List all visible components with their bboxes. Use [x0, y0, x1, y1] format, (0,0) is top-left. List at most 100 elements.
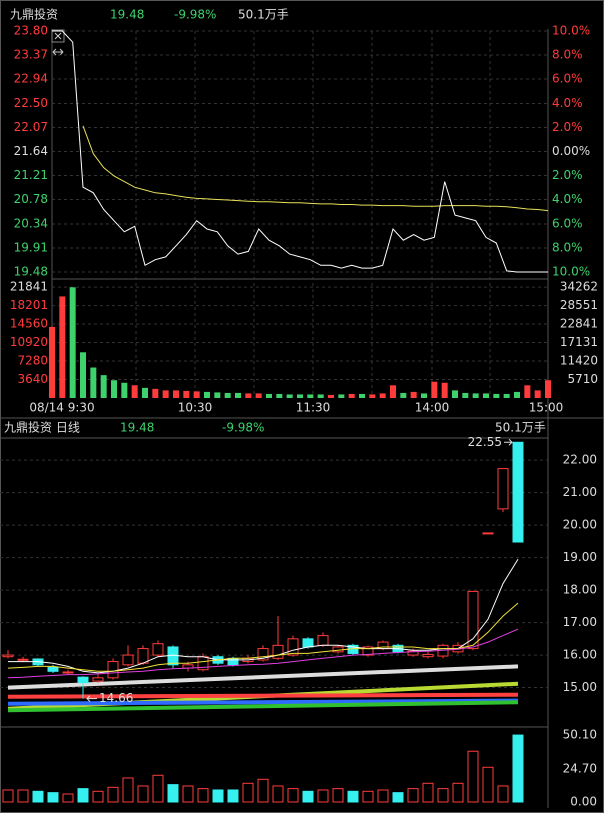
time-label: 14:00 [415, 401, 450, 415]
price-tick-label: 15.00 [563, 680, 597, 694]
candle-body [497, 468, 509, 510]
close-icon[interactable] [51, 29, 65, 43]
volume-bar [348, 393, 355, 398]
volume-tick-label: 24.70 [563, 762, 597, 776]
volume-bar [152, 774, 164, 803]
candle-body [317, 635, 329, 646]
price-tick-label: 19.00 [563, 550, 597, 564]
volume-bar [142, 387, 148, 398]
candle-body [407, 650, 419, 656]
volume-bar [107, 786, 119, 803]
volume-bar [452, 782, 464, 803]
volume-tick-label: 22841 [560, 317, 598, 331]
volume-bar [482, 766, 494, 803]
volume-bar [152, 388, 159, 398]
price-tick-label: 19.48 [14, 265, 48, 279]
volume-bar [497, 785, 509, 803]
volume-bar [421, 393, 427, 398]
volume-bar [422, 782, 434, 803]
volume-bar [182, 785, 194, 803]
volume-bar [69, 287, 76, 398]
long-ma-line [7, 700, 519, 713]
volume-bar [276, 393, 283, 398]
volume-bar [400, 392, 407, 398]
pct-tick-label: 6.0% [552, 216, 583, 230]
volume-bar [77, 788, 89, 803]
stock-name: 九鼎投资 [10, 7, 58, 22]
average-line [82, 125, 549, 212]
long-ma-line [7, 664, 519, 690]
volume: 50.1万手 [238, 8, 289, 22]
volume-bar [47, 792, 59, 803]
low-label: 14.66 [99, 691, 133, 705]
stock-name: 九鼎投资 日线 [4, 420, 80, 435]
volume-bar [255, 393, 262, 398]
volume-bar [317, 394, 324, 398]
volume-bar [390, 385, 396, 398]
volume-bar [514, 391, 520, 398]
volume-bar [392, 792, 404, 803]
candle-body [362, 646, 374, 656]
volume-tick-label: 50.10 [563, 728, 597, 742]
volume-tick-label: 7280 [17, 354, 48, 368]
time-label: 11:30 [296, 401, 331, 415]
candle-body [302, 638, 314, 648]
volume-bar [286, 394, 293, 398]
volume-bar [111, 380, 117, 398]
volume-bar [49, 326, 55, 398]
pct-tick-label: 4.0% [552, 96, 583, 110]
volume-bar [173, 390, 179, 398]
volume-bar [122, 777, 134, 803]
volume-bar [377, 789, 389, 803]
volume-bar [317, 789, 329, 803]
candle-body [467, 590, 479, 650]
price: 19.48 [110, 8, 144, 22]
time-grid [135, 31, 491, 398]
pct-tick-label: 2.0% [552, 168, 583, 182]
pct-tick-label: 8.0% [552, 240, 583, 254]
price-tick-label: 18.00 [563, 583, 597, 597]
volume-bar [467, 750, 479, 803]
volume-bar [332, 788, 344, 803]
candle-body [77, 676, 89, 684]
volume-tick-label: 3640 [17, 372, 48, 386]
volume-bar [362, 790, 374, 803]
price-tick-label: 21.64 [14, 144, 48, 158]
volume-bar [503, 393, 510, 398]
high-arrow [504, 438, 513, 446]
low-arrow [86, 695, 97, 702]
volume-bar [257, 778, 269, 803]
change: -9.98% [222, 421, 264, 435]
candle-body [257, 648, 269, 661]
pct-tick-label: 2.0% [552, 120, 583, 134]
volume-bar [17, 789, 29, 803]
volume-bar [227, 789, 239, 803]
volume-bar [224, 392, 231, 398]
price-tick-label: 23.80 [14, 24, 48, 38]
volume-bar [462, 392, 469, 398]
volume-bar [100, 375, 107, 398]
volume-bar [167, 784, 179, 803]
volume-bar [90, 367, 97, 398]
volume-bar [131, 385, 138, 398]
candle-body [62, 671, 74, 674]
volume-bar [545, 380, 551, 398]
long-ma-line [7, 698, 519, 706]
volume-bar [452, 390, 458, 398]
candle-body [47, 666, 59, 672]
volume-bar [242, 782, 254, 803]
volume-bar [204, 391, 210, 398]
volume-bar [92, 790, 104, 803]
expand-icon[interactable] [52, 48, 64, 56]
candle-body [422, 653, 434, 658]
pct-tick-label: 10.0% [552, 265, 590, 279]
price-tick-label: 20.34 [14, 217, 48, 231]
price-tick-label: 21.00 [563, 485, 597, 499]
volume-bar [197, 788, 209, 803]
volume-bar [32, 790, 44, 803]
ma-line [8, 558, 519, 674]
volume-bar [162, 390, 169, 398]
time-label: 15:00 [529, 401, 564, 415]
volume-bar [512, 734, 524, 803]
